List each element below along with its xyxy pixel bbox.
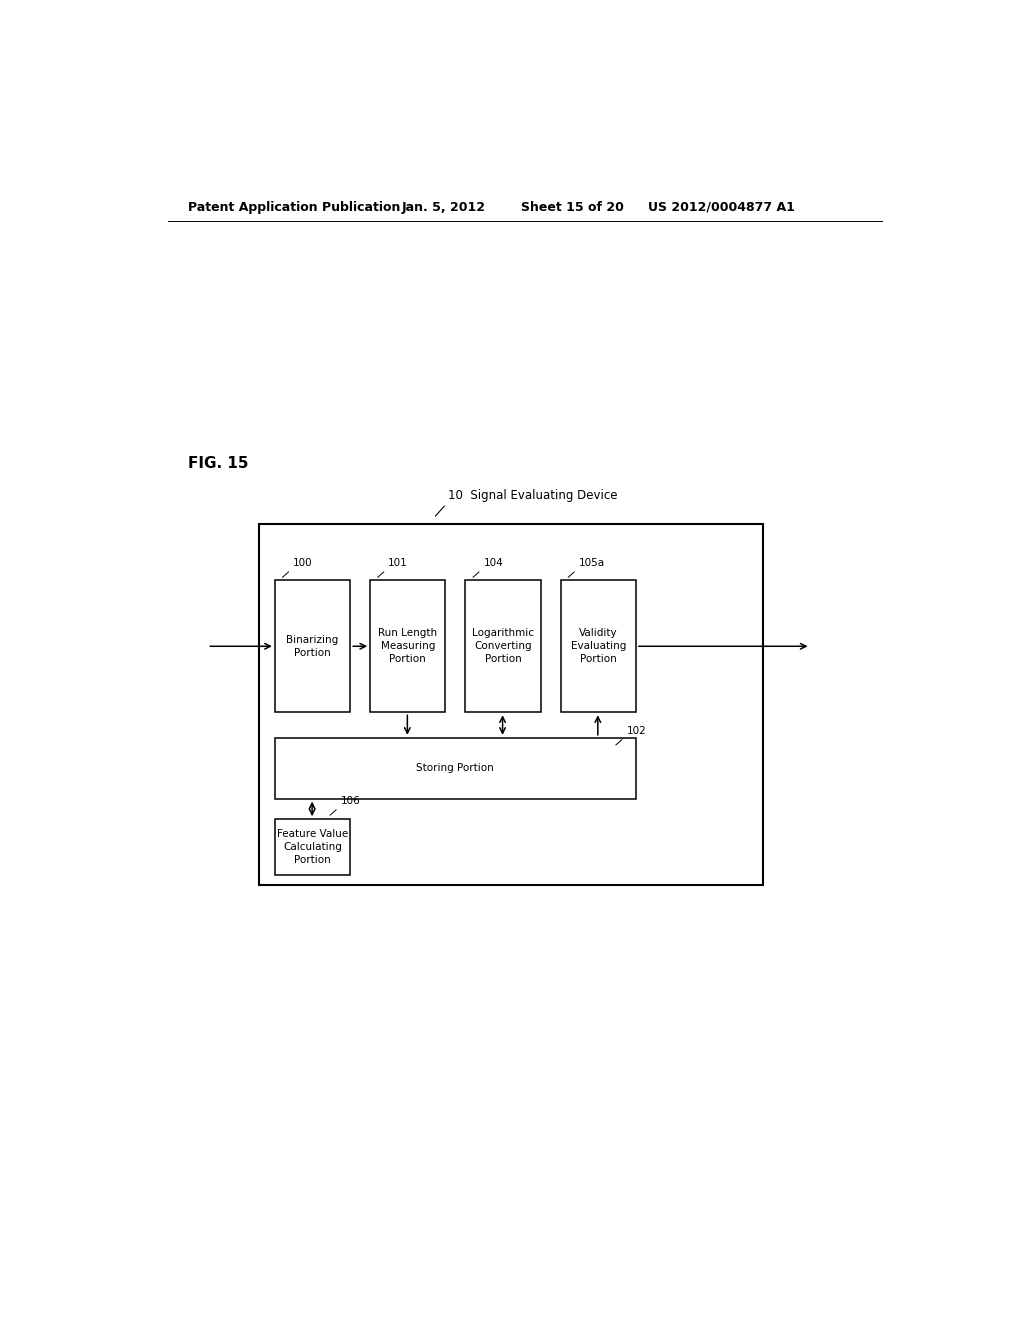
Bar xyxy=(274,818,350,875)
Bar xyxy=(274,738,636,799)
Text: 102: 102 xyxy=(627,726,646,735)
Text: Jan. 5, 2012: Jan. 5, 2012 xyxy=(401,201,485,214)
Text: Validity
Evaluating
Portion: Validity Evaluating Portion xyxy=(570,628,626,664)
Text: 104: 104 xyxy=(483,558,503,568)
Text: 10  Signal Evaluating Device: 10 Signal Evaluating Device xyxy=(447,488,617,502)
Text: Sheet 15 of 20: Sheet 15 of 20 xyxy=(521,201,624,214)
Text: Storing Portion: Storing Portion xyxy=(417,763,495,774)
Bar xyxy=(274,581,350,713)
Text: Run Length
Measuring
Portion: Run Length Measuring Portion xyxy=(378,628,437,664)
Text: 100: 100 xyxy=(293,558,312,568)
Text: 106: 106 xyxy=(341,796,360,805)
Bar xyxy=(560,581,636,713)
Text: Feature Value
Calculating
Portion: Feature Value Calculating Portion xyxy=(276,829,348,865)
Text: FIG. 15: FIG. 15 xyxy=(187,455,248,471)
Text: 101: 101 xyxy=(388,558,408,568)
Text: US 2012/0004877 A1: US 2012/0004877 A1 xyxy=(648,201,795,214)
Bar xyxy=(465,581,541,713)
Bar xyxy=(259,524,763,886)
Bar xyxy=(370,581,445,713)
Text: 105a: 105a xyxy=(579,558,605,568)
Text: Binarizing
Portion: Binarizing Portion xyxy=(287,635,339,657)
Text: Patent Application Publication: Patent Application Publication xyxy=(187,201,400,214)
Text: Logarithmic
Converting
Portion: Logarithmic Converting Portion xyxy=(472,628,534,664)
